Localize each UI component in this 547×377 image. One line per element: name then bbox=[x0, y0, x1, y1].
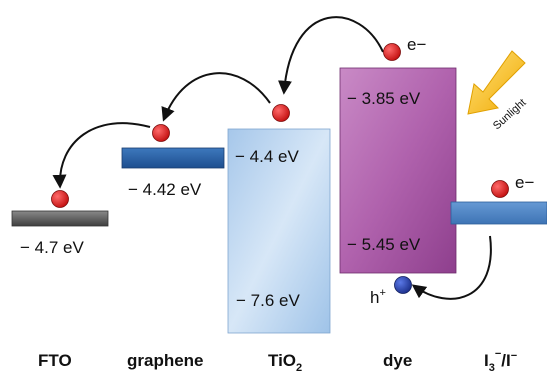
tio2-band bbox=[227, 128, 331, 334]
redox-band bbox=[450, 201, 547, 225]
arrow-redox-to-hole bbox=[411, 235, 492, 300]
sunlight-label: Sunlight bbox=[491, 97, 529, 133]
graphene-band bbox=[121, 147, 225, 169]
tio2-vb-energy-label: − 7.6 eV bbox=[236, 291, 300, 310]
dye-label: dye bbox=[383, 351, 412, 370]
tio2-cb-energy-label: − 4.4 eV bbox=[235, 147, 299, 166]
electron-graphene bbox=[152, 124, 170, 142]
electron-dye bbox=[383, 43, 401, 61]
electron-fto bbox=[51, 190, 69, 208]
redox-couple-label: I3−/I− bbox=[484, 348, 517, 374]
dye-band bbox=[339, 67, 457, 274]
electron-dye-label: e− bbox=[407, 35, 426, 54]
sunlight-arrow bbox=[467, 50, 526, 115]
hole-label: h+ bbox=[370, 287, 386, 307]
fto-label: FTO bbox=[38, 351, 72, 370]
graphene-label: graphene bbox=[127, 351, 204, 370]
arrow-graphene-to-fto bbox=[52, 122, 151, 189]
tio2-label: TiO2 bbox=[268, 351, 302, 374]
graphene-energy-label: − 4.42 eV bbox=[128, 180, 202, 199]
electron-redox-label: e− bbox=[515, 173, 534, 192]
arrow-tio2-to-graphene bbox=[161, 72, 271, 122]
electron-redox bbox=[491, 180, 509, 198]
hole-dye bbox=[394, 276, 412, 294]
fto-energy-label: − 4.7 eV bbox=[20, 238, 84, 257]
electron-tio2 bbox=[272, 104, 290, 122]
dye-lumo-energy-label: − 3.85 eV bbox=[347, 89, 421, 108]
fto-band bbox=[11, 210, 109, 227]
arrow-dye-to-tio2 bbox=[277, 16, 384, 95]
dye-homo-energy-label: − 5.45 eV bbox=[347, 235, 421, 254]
